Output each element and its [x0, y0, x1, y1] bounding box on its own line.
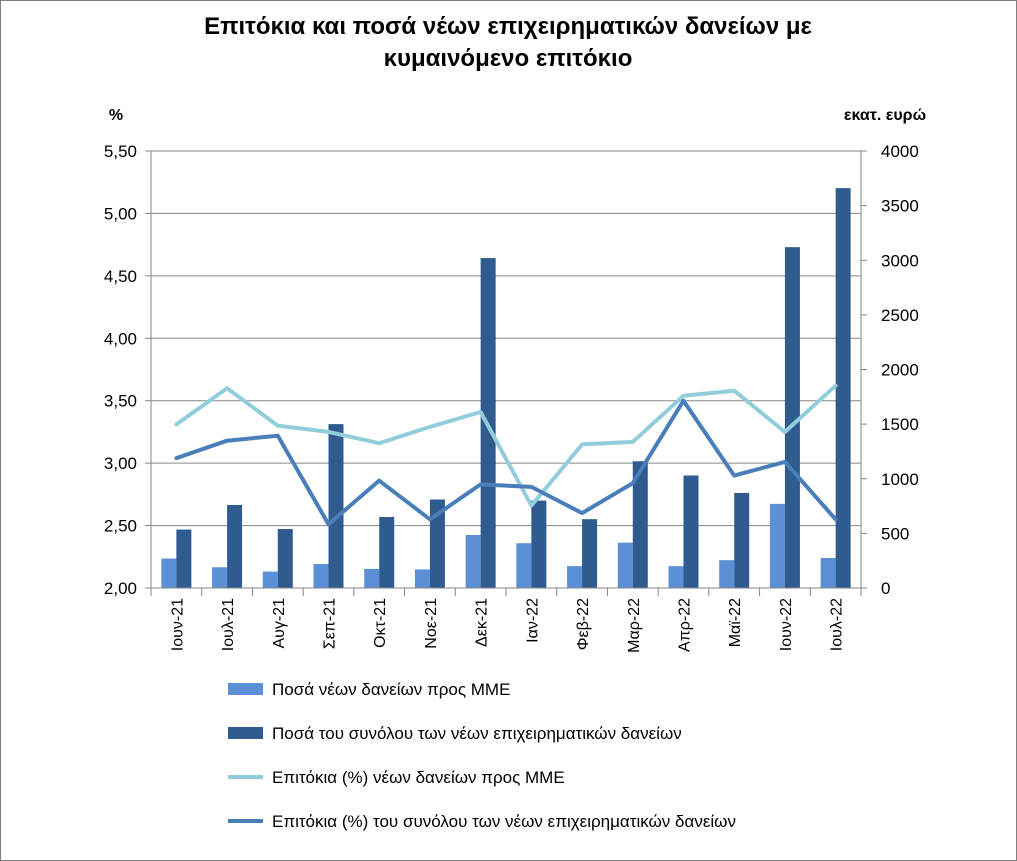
bar-total-amount	[429, 499, 445, 588]
legend-entry: Ποσά του συνόλου των νέων επιχειρηματικώ…	[272, 724, 682, 743]
right-axis-tick-label: 3500	[881, 197, 919, 216]
right-axis-tick-label: 1500	[881, 415, 919, 434]
bar-total-amount	[683, 475, 699, 588]
left-axis-tick-label: 4,00	[104, 329, 137, 348]
bar-sme-amount	[567, 566, 583, 588]
bar-total-amount	[582, 519, 598, 588]
right-axis-tick-label: 500	[881, 524, 909, 543]
legend-swatch	[228, 683, 263, 695]
legend-swatch	[228, 727, 263, 739]
x-axis-tick-label: Μαρ-22	[626, 598, 643, 653]
right-axis-tick-label: 3000	[881, 251, 919, 270]
bar-sme-amount	[262, 571, 278, 588]
x-axis-tick-label: Σεπ-21	[322, 598, 339, 649]
bar-total-amount	[176, 529, 192, 588]
x-axis-tick-label: Δεκ-21	[474, 598, 491, 647]
x-axis-tick-label: Ιουν-22	[778, 598, 795, 651]
bar-sme-amount	[668, 566, 684, 588]
bar-sme-amount	[769, 503, 785, 588]
bar-total-amount	[835, 188, 851, 588]
bar-sme-amount	[414, 569, 430, 588]
x-axis-tick-label: Ιαν-22	[524, 598, 541, 643]
bar-sme-amount	[161, 558, 177, 588]
bar-total-amount	[734, 492, 750, 588]
bar-total-amount	[632, 461, 648, 588]
bar-sme-amount	[364, 568, 380, 588]
series-line-sme-rate	[174, 383, 838, 508]
x-axis-tick-label: Αυγ-21	[271, 598, 288, 649]
left-axis-tick-label: 2,50	[104, 517, 137, 536]
legend-entry: Ποσά νέων δανείων προς ΜΜΕ	[272, 680, 510, 699]
x-axis-tick-label: Ιουλ-22	[829, 598, 846, 651]
bar-sme-amount	[516, 543, 532, 588]
right-axis-tick-label: 4000	[881, 142, 919, 161]
bar-total-amount	[784, 247, 800, 588]
right-axis-tick-label: 1000	[881, 470, 919, 489]
x-axis-tick-label: Νοε-21	[423, 598, 440, 649]
bar-sme-amount	[719, 560, 735, 588]
left-axis-tick-label: 3,00	[104, 454, 137, 473]
left-axis-tick-label: 4,50	[104, 267, 137, 286]
legend-entry: Επιτόκια (%) νέων δανείων προς ΜΜΕ	[272, 768, 565, 787]
bar-total-amount	[379, 516, 395, 588]
bar-sme-amount	[617, 542, 633, 588]
legend-entry: Επιτόκια (%) του συνόλου των νέων επιχει…	[272, 812, 736, 831]
bar-sme-amount	[313, 563, 329, 588]
left-axis-tick-label: 5,00	[104, 204, 137, 223]
x-axis-tick-label: Ιουλ-21	[220, 598, 237, 651]
left-axis-tick-label: 3,50	[104, 392, 137, 411]
bar-total-amount	[328, 424, 344, 588]
bar-total-amount	[227, 504, 243, 588]
x-axis-tick-label: Φεβ-22	[575, 598, 592, 650]
plot-area: 2,00 2,50 3,00 3,50 4,00 4,50 5,00 5,50 0 500 1000…	[104, 142, 919, 653]
right-axis-tick-label: 0	[881, 579, 890, 598]
legend: Ποσά νέων δανείων προς ΜΜΕ Ποσά του συνόλ…	[228, 680, 736, 831]
right-axis-tick-label: 2500	[881, 306, 919, 325]
right-axis-tick-label: 2000	[881, 361, 919, 380]
x-axis-tick-label: Απρ-22	[677, 598, 694, 652]
right-axis-unit: εκατ. ευρώ	[844, 107, 926, 124]
x-axis-tick-label: Μαϊ-22	[727, 598, 744, 647]
bar-sme-amount	[465, 535, 481, 588]
bar-total-amount	[531, 500, 547, 588]
chart-title-line-1: Επιτόκια και ποσά νέων επιχειρηματικών δ…	[204, 13, 812, 40]
x-axis-tick-label: Οκτ-21	[372, 598, 389, 648]
left-axis-unit: %	[109, 107, 123, 124]
chart-title-line-2: κυμαινόμενο επιτόκιο	[384, 45, 633, 72]
x-axis-tick-label: Ιουν-21	[169, 598, 186, 651]
bar-total-amount	[277, 529, 293, 588]
bar-sme-amount	[212, 567, 228, 588]
series-line-total-rate	[174, 398, 838, 527]
bar-sme-amount	[820, 557, 836, 588]
left-axis-tick-label: 2,00	[104, 579, 137, 598]
left-axis-tick-label: 5,50	[104, 142, 137, 161]
